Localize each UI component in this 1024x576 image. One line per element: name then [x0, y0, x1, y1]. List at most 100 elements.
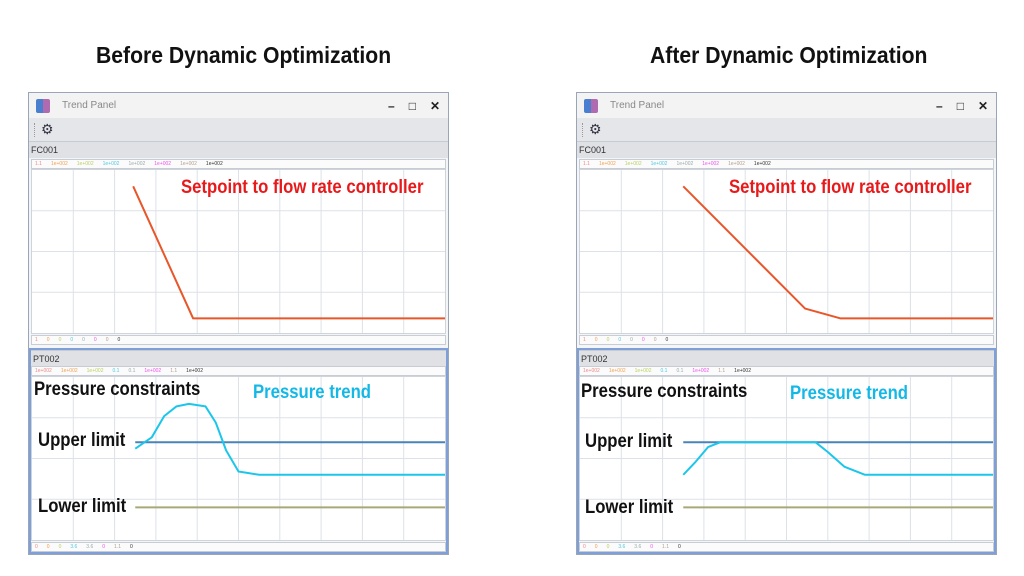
legend-entry: 0 [594, 337, 598, 343]
legend-entry: 0 [677, 544, 681, 550]
legend-entry: 0 [653, 337, 657, 343]
legend-entry: 0 [606, 544, 610, 550]
minimize-icon[interactable]: – [388, 98, 395, 113]
pressure-trend-line [134, 402, 445, 476]
legend-entry: 0 [650, 544, 654, 550]
fc-chart [32, 170, 445, 333]
legend-entry: 0 [35, 544, 38, 550]
setpoint-line [682, 185, 993, 320]
legend-entry: 0.1 [128, 368, 136, 374]
title-bar: Trend Panel – □ ✕ [577, 93, 996, 118]
pt-frame [29, 348, 448, 554]
legend-entry: 0 [70, 337, 74, 343]
axis-fc: 1 0 0 0 0 0 0 0 [579, 335, 994, 345]
minimize-icon[interactable]: – [936, 98, 943, 113]
legend-entry: 1e+002 [128, 161, 146, 167]
legend-entry: 1e+002 [728, 161, 745, 167]
legend-fc: 1.1 1e+002 1e+002 1e+002 1e+002 1e+002 1e+002 1… [579, 159, 994, 169]
legend-entry: 1e+002 [60, 368, 78, 374]
legend-entry: 0 [665, 337, 669, 343]
legend-entry: 1e+002 [734, 368, 751, 374]
axis-pt: 0 0 0 3.6 3.6 0 1.1 0 [579, 542, 994, 552]
legend-entry: 0.1 [676, 368, 684, 374]
legend-entry: 0 [117, 337, 121, 343]
trend-annotation: Pressure trend [253, 382, 372, 403]
legend-entry: 1e+002 [144, 368, 162, 374]
gear-icon[interactable]: ⚙ [41, 121, 54, 137]
legend-entry: 1e+002 [676, 161, 694, 167]
legend-entry: 0 [93, 337, 97, 343]
app-icon [584, 98, 598, 113]
legend-entry: 0.1 [112, 368, 120, 374]
legend-entry: 0 [630, 337, 633, 343]
legend-entry: 0 [102, 544, 106, 550]
toolbar: ⚙ [29, 118, 448, 141]
close-icon[interactable]: ✕ [977, 98, 988, 113]
legend-entry: 1e+002 [86, 368, 104, 374]
legend-entry: 0 [641, 337, 645, 343]
legend-entry: 0 [129, 544, 133, 550]
legend-entry: 1.1 [583, 161, 590, 167]
close-icon[interactable]: ✕ [429, 98, 440, 113]
constraints-annotation: Pressure constraints [581, 381, 748, 402]
pressure-trend-line [682, 441, 993, 476]
legend-entry: 0 [82, 337, 85, 343]
fc-chart [580, 170, 993, 333]
pt-chart [32, 377, 445, 540]
before-heading: Before Dynamic Optimization [96, 42, 392, 68]
legend-entry: 0 [46, 544, 50, 550]
section-header-fc: FC001 [577, 141, 996, 158]
legend-entry: 1 [35, 337, 38, 343]
legend-entry: 1e+002 [583, 368, 600, 374]
legend-entry: 0 [58, 544, 62, 550]
pt-frame [577, 348, 996, 554]
lower-limit-label: Lower limit [585, 497, 674, 518]
gear-icon[interactable]: ⚙ [589, 121, 602, 137]
maximize-icon[interactable]: □ [408, 98, 416, 113]
grip-handle[interactable] [582, 122, 585, 137]
setpoint-annotation: Setpoint to flow rate controller [181, 177, 424, 198]
grip-handle[interactable] [34, 122, 37, 137]
section-header-fc: FC001 [29, 141, 448, 158]
setpoint-annotation: Setpoint to flow rate controller [729, 177, 972, 198]
window-title: Trend Panel [610, 100, 665, 111]
legend-entry: 1e+002 [634, 368, 652, 374]
trend-annotation: Pressure trend [790, 383, 909, 404]
legend-entry: 1e+002 [76, 161, 94, 167]
legend-entry: 3.6 [86, 544, 94, 550]
legend-entry: 1.1 [170, 368, 178, 374]
legend-entry: 3.6 [70, 544, 78, 550]
pt-chart [580, 377, 993, 540]
trend-panel-after: Trend Panel – □ ✕ ⚙ FC001 1.1 1e+002 1e+002 1… [576, 92, 997, 555]
legend-entry: 3.6 [634, 544, 642, 550]
legend-entry: 1e+002 [186, 368, 203, 374]
legend-entry: 0 [594, 544, 598, 550]
legend-entry: 0 [105, 337, 109, 343]
axis-pt: 0 0 0 3.6 3.6 0 1.1 0 [31, 542, 446, 552]
toolbar: ⚙ [577, 118, 996, 141]
legend-entry: 1e+002 [50, 161, 68, 167]
legend-entry: 1e+002 [205, 161, 223, 167]
legend-entry: 0.1 [660, 368, 668, 374]
legend-entry: 1e+002 [624, 161, 642, 167]
legend-entry: 1e+002 [702, 161, 720, 167]
legend-entry: 0 [46, 337, 50, 343]
section-header-pt: PT002 [579, 350, 994, 367]
section-header-pt: PT002 [31, 350, 446, 367]
legend-entry: 0 [606, 337, 610, 343]
app-icon [36, 98, 50, 113]
axis-fc: 1 0 0 0 0 0 0 0 [31, 335, 446, 345]
constraints-annotation: Pressure constraints [34, 379, 201, 400]
legend-pt: 1e+002 1e+002 1e+002 0.1 0.1 1e+002 1.1 1e+002 [31, 366, 446, 376]
plot-pt [31, 376, 446, 541]
legend-entry: 0 [58, 337, 62, 343]
legend-entry: 1e+002 [180, 161, 197, 167]
legend-entry: 1.1 [114, 544, 121, 550]
legend-pt: 1e+002 1e+002 1e+002 0.1 0.1 1e+002 1.1 1e+002 [579, 366, 994, 376]
upper-limit-label: Upper limit [38, 430, 126, 451]
maximize-icon[interactable]: □ [956, 98, 964, 113]
setpoint-line [132, 185, 445, 320]
plot-fc [579, 169, 994, 334]
legend-fc: 1.1 1e+002 1e+002 1e+002 1e+002 1e+002 1e+002 1… [31, 159, 446, 169]
legend-entry: 1e+002 [753, 161, 771, 167]
